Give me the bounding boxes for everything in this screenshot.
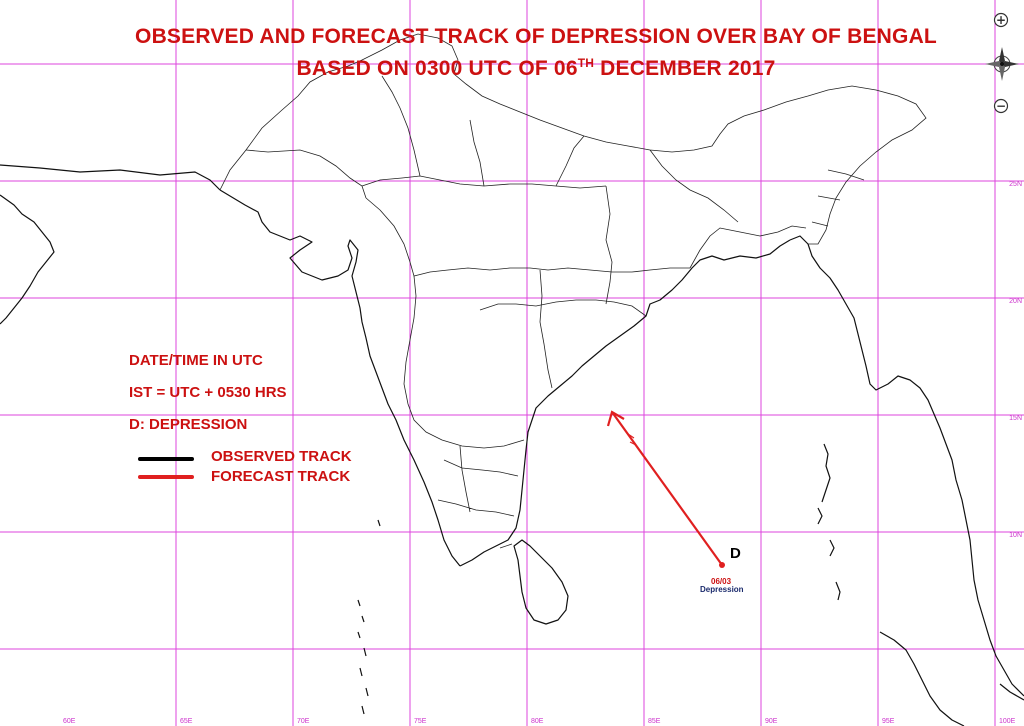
forecast-track-arrowhead: [606, 410, 625, 427]
state-lines-7: [689, 225, 807, 269]
lon-label-80e: 80E: [531, 718, 544, 725]
legend-swatches: [138, 457, 194, 479]
state-lines-8: [381, 75, 421, 177]
sumatra-coast: [999, 683, 1024, 701]
state-lines-10: [555, 135, 585, 187]
forecast-track-line: [611, 411, 723, 566]
arabia-coast: [0, 194, 55, 325]
lat-label-25n: 25N: [1009, 181, 1022, 188]
lon-label-70e: 70E: [297, 718, 310, 725]
legend-observed-label: OBSERVED TRACK: [211, 448, 352, 465]
state-lines-4: [479, 299, 647, 317]
state-lines-3: [403, 275, 525, 449]
sri-lanka-coast: [513, 539, 569, 625]
india-west-coast: [219, 189, 461, 567]
sri-lanka-joint: [499, 543, 513, 549]
pakistan-border: [245, 149, 367, 199]
state-lines-11: [649, 149, 739, 223]
zoom-out-label: −: [995, 99, 1007, 113]
legend-ist: IST = UTC + 0530 HRS: [129, 384, 287, 401]
zoom-out-button[interactable]: −: [993, 98, 1009, 114]
lat-label-20n: 20N: [1009, 298, 1022, 305]
legend-forecast-label: FORECAST TRACK: [211, 468, 351, 485]
observed-position-marker[interactable]: [719, 562, 725, 568]
storm-datetime: 06/03: [711, 577, 732, 586]
lon-label-85e: 85E: [648, 718, 661, 725]
zoom-in-button[interactable]: +: [993, 12, 1009, 28]
lon-label-95e: 95E: [882, 718, 895, 725]
lon-label-60e: 60E: [63, 718, 76, 725]
subtitle-suffix: DECEMBER 2017: [594, 57, 776, 80]
compass-rose[interactable]: [984, 46, 1020, 82]
state-lines-9: [469, 119, 485, 187]
lat-label-10n: 10N: [1009, 532, 1022, 539]
track-tick-marks: [627, 433, 637, 446]
north-boundary: [219, 33, 927, 245]
state-lines-2: [365, 197, 690, 277]
zoom-in-icon: [993, 12, 1009, 28]
storm-stage: Depression: [700, 585, 744, 594]
lon-label-75e: 75E: [414, 718, 427, 725]
state-lines-5: [539, 269, 553, 389]
compass-icon: [985, 47, 1019, 81]
lon-label-65e: 65E: [180, 718, 193, 725]
lon-label-100e: 100E: [999, 718, 1016, 725]
state-lines-6: [605, 185, 613, 305]
subtitle-superscript: TH: [577, 56, 595, 70]
coastline-layer: [0, 164, 1024, 726]
legend-depression: D: DEPRESSION: [129, 416, 248, 433]
maldives-islands: [357, 519, 381, 715]
lat-label-15n: 15N: [1009, 415, 1022, 422]
map-title: OBSERVED AND FORECAST TRACK OF DEPRESSIO…: [135, 25, 937, 48]
lon-label-90e: 90E: [765, 718, 778, 725]
zoom-in-label: +: [995, 13, 1007, 27]
state-lines-1: [361, 175, 607, 189]
boundary-layer: [219, 33, 927, 549]
storm-track: [606, 410, 725, 568]
makran-coast: [0, 164, 221, 191]
subtitle-prefix: BASED ON 0300 UTC OF 06: [296, 57, 578, 80]
india-east-coast: [459, 239, 791, 567]
myanmar-coast: [789, 235, 1024, 697]
zoom-out-icon: [993, 98, 1009, 114]
map-subtitle: BASED ON 0300 UTC OF 06TH DECEMBER 2017: [0, 56, 1024, 81]
andaman-islands: [817, 443, 841, 601]
storm-symbol: D: [730, 545, 741, 562]
state-lines-12: [811, 169, 865, 227]
legend-datetime: DATE/TIME IN UTC: [129, 352, 263, 369]
south-states: [437, 445, 519, 517]
malaya-coast: [879, 631, 965, 726]
